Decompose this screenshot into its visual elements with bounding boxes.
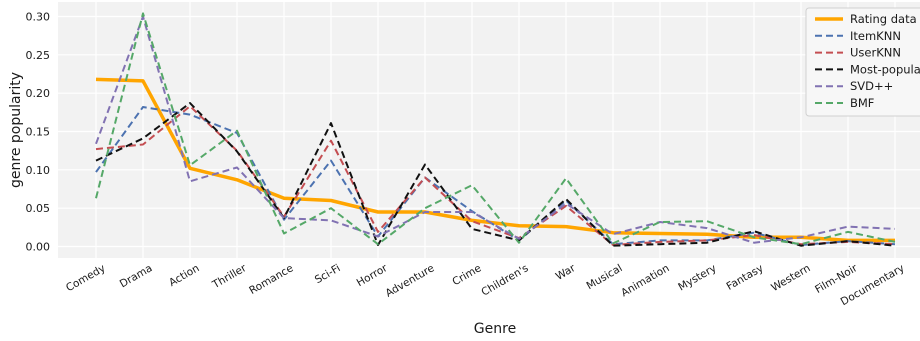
legend-label: ItemKNN [850,29,901,43]
legend: Rating data ItemKNN UserKNN Most-popular SVD… [805,7,920,117]
x-tick-label: Crime [450,262,483,288]
x-tick-label: Musical [585,262,625,292]
x-tick-label: Animation [619,262,671,299]
x-tick-label: Action [167,262,201,289]
legend-label: BMF [850,96,874,110]
series-line-svd- [95,15,896,244]
y-tick-label: 0.05 [26,202,51,215]
x-tick-label: Mystery [676,262,718,293]
plot-background [58,2,920,258]
legend-label: UserKNN [850,46,901,60]
y-tick-label: 0.10 [26,164,51,177]
y-tick-label: 0.00 [26,241,51,254]
series-lines [95,12,896,247]
x-tick-label: Western [769,262,812,294]
x-tick-label: Romance [247,262,295,297]
x-tick-label: Horror [355,262,390,289]
x-tick-label: Thriller [210,262,249,292]
y-axis-title: genre popularity [8,72,24,188]
x-tick-label: Fantasy [725,262,766,293]
x-axis-title: Genre [474,321,516,337]
series-line-userknn [95,105,896,246]
series-line-itemknn [95,106,896,246]
x-tick-label: Children's [479,262,530,298]
y-tick-label: 0.20 [26,87,51,100]
x-tick-label: War [554,262,578,283]
series-line-rating-data [95,77,895,243]
y-tick-labels: 0.00 0.05 0.10 0.15 0.20 0.25 0.30 [26,11,51,254]
x-tick-label: Comedy [64,262,108,294]
legend-frame [805,7,920,117]
legend-label: Most-popular [850,62,920,76]
x-tick-label: Drama [118,262,155,290]
series-line-bmf [95,12,896,246]
y-tick-label: 0.30 [26,11,51,24]
y-tick-label: 0.25 [26,49,51,62]
series-line-most-popular [95,102,896,247]
y-tick-label: 0.15 [26,126,51,139]
x-tick-label: Sci-Fi [313,262,343,286]
legend-label: Rating data [850,12,917,26]
x-tick-label: Adventure [383,262,436,300]
grid-lines [58,2,920,258]
legend-label: SVD++ [850,79,893,93]
